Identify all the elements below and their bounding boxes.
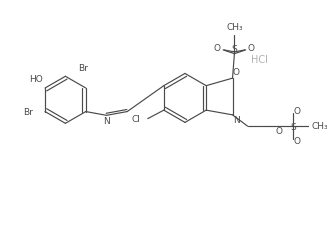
Text: S: S [232, 45, 237, 54]
Text: S: S [291, 123, 297, 132]
Text: CH₃: CH₃ [226, 23, 243, 32]
Text: Cl: Cl [131, 115, 140, 124]
Text: O: O [275, 127, 282, 136]
Text: Br: Br [23, 108, 33, 117]
Text: N: N [233, 116, 240, 125]
Text: O: O [248, 43, 255, 52]
Text: N: N [103, 117, 110, 126]
Text: O: O [214, 43, 221, 52]
Text: O: O [294, 137, 301, 146]
Text: HCl: HCl [251, 55, 268, 65]
Text: O: O [233, 68, 240, 77]
Text: Br: Br [78, 64, 89, 73]
Text: O: O [294, 107, 301, 116]
Text: HO: HO [29, 75, 43, 84]
Text: CH₃: CH₃ [312, 122, 327, 131]
